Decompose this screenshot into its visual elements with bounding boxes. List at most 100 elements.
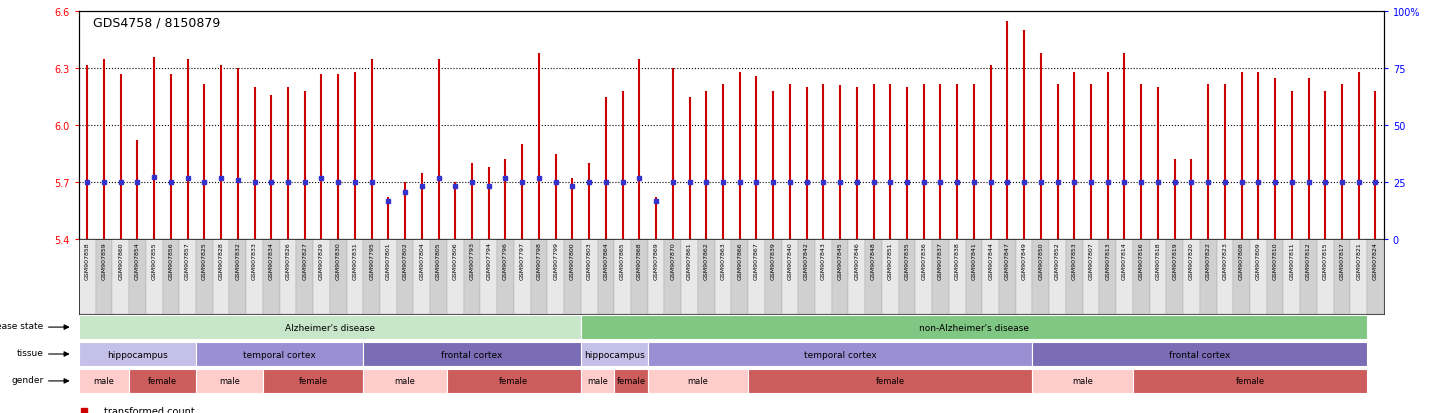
Bar xyxy=(96,240,112,314)
Text: GSM907866: GSM907866 xyxy=(737,242,743,279)
Bar xyxy=(1351,240,1367,314)
Bar xyxy=(1032,369,1133,393)
Bar xyxy=(581,369,614,393)
Text: GSM907823: GSM907823 xyxy=(1222,242,1228,280)
Bar xyxy=(1283,240,1301,314)
Bar xyxy=(1116,240,1133,314)
Text: male: male xyxy=(219,377,239,385)
Bar xyxy=(815,240,832,314)
Bar xyxy=(1032,342,1367,366)
Text: GSM907852: GSM907852 xyxy=(1055,242,1060,280)
Text: GSM907862: GSM907862 xyxy=(704,242,708,280)
Bar xyxy=(581,342,648,366)
Text: GSM907841: GSM907841 xyxy=(971,242,977,280)
Text: GSM907800: GSM907800 xyxy=(569,242,575,279)
Bar xyxy=(581,315,1367,339)
Bar xyxy=(363,369,447,393)
Bar xyxy=(648,342,1032,366)
Bar xyxy=(648,240,664,314)
Text: GSM907830: GSM907830 xyxy=(336,242,341,280)
Bar xyxy=(799,240,815,314)
Bar xyxy=(614,240,631,314)
Bar xyxy=(865,240,882,314)
Bar xyxy=(1301,240,1316,314)
Text: GSM907802: GSM907802 xyxy=(403,242,407,280)
Bar xyxy=(413,240,430,314)
Text: GSM907808: GSM907808 xyxy=(1239,242,1245,279)
Text: GSM907853: GSM907853 xyxy=(1071,242,1077,280)
Bar xyxy=(714,240,731,314)
Bar xyxy=(162,240,179,314)
Bar xyxy=(229,240,247,314)
Text: GSM907861: GSM907861 xyxy=(687,242,693,279)
Text: GSM907828: GSM907828 xyxy=(218,242,224,280)
Text: GSM907829: GSM907829 xyxy=(318,242,324,280)
Text: Alzheimer's disease: Alzheimer's disease xyxy=(285,323,374,332)
Text: gender: gender xyxy=(11,375,43,384)
Text: GSM907849: GSM907849 xyxy=(1021,242,1027,280)
Text: GSM907797: GSM907797 xyxy=(519,242,525,280)
Bar xyxy=(347,240,363,314)
Text: GSM907847: GSM907847 xyxy=(1005,242,1010,280)
Bar xyxy=(1250,240,1266,314)
Bar xyxy=(631,240,648,314)
Bar xyxy=(1133,240,1150,314)
Bar xyxy=(363,342,581,366)
Bar xyxy=(480,240,498,314)
Text: GSM907860: GSM907860 xyxy=(118,242,123,279)
Text: disease state: disease state xyxy=(0,321,43,330)
Bar xyxy=(1266,240,1283,314)
Bar xyxy=(129,240,146,314)
Bar xyxy=(965,240,982,314)
Text: temporal cortex: temporal cortex xyxy=(244,350,315,358)
Text: GSM907845: GSM907845 xyxy=(837,242,843,280)
Text: GSM907834: GSM907834 xyxy=(268,242,274,280)
Text: GSM907806: GSM907806 xyxy=(453,242,457,279)
Bar xyxy=(849,240,865,314)
Text: GDS4758 / 8150879: GDS4758 / 8150879 xyxy=(93,17,221,29)
Text: GSM907825: GSM907825 xyxy=(202,242,206,280)
Text: GSM907865: GSM907865 xyxy=(619,242,625,279)
Text: GSM907870: GSM907870 xyxy=(670,242,675,280)
Bar xyxy=(1050,240,1065,314)
Bar xyxy=(330,240,347,314)
Text: GSM907856: GSM907856 xyxy=(168,242,174,279)
Text: GSM907799: GSM907799 xyxy=(554,242,558,280)
Text: GSM907824: GSM907824 xyxy=(1372,242,1378,280)
Bar xyxy=(447,369,581,393)
Text: GSM907827: GSM907827 xyxy=(303,242,307,280)
Text: GSM907821: GSM907821 xyxy=(1357,242,1361,280)
Text: GSM907854: GSM907854 xyxy=(135,242,141,280)
Bar xyxy=(196,240,212,314)
Text: GSM907851: GSM907851 xyxy=(888,242,893,279)
Bar xyxy=(664,240,681,314)
Text: GSM907804: GSM907804 xyxy=(419,242,424,280)
Bar xyxy=(247,240,262,314)
Bar xyxy=(832,240,849,314)
Bar xyxy=(681,240,698,314)
Text: GSM907809: GSM907809 xyxy=(1256,242,1260,280)
Text: non-Alzheimer's disease: non-Alzheimer's disease xyxy=(919,323,1030,332)
Text: GSM907805: GSM907805 xyxy=(436,242,442,279)
Text: frontal cortex: frontal cortex xyxy=(442,350,503,358)
Bar xyxy=(999,240,1015,314)
Text: GSM907812: GSM907812 xyxy=(1306,242,1311,280)
Bar xyxy=(1100,240,1116,314)
Text: GSM907807: GSM907807 xyxy=(1088,242,1094,280)
Text: male: male xyxy=(1073,377,1093,385)
Bar xyxy=(363,240,380,314)
Text: transformed count: transformed count xyxy=(103,406,195,413)
Text: GSM907794: GSM907794 xyxy=(486,242,492,280)
Bar xyxy=(899,240,915,314)
Bar xyxy=(581,240,598,314)
Text: temporal cortex: temporal cortex xyxy=(803,350,876,358)
Text: female: female xyxy=(1236,377,1265,385)
Text: GSM907826: GSM907826 xyxy=(285,242,291,280)
Bar xyxy=(397,240,413,314)
Bar xyxy=(1032,240,1050,314)
Text: male: male xyxy=(394,377,416,385)
Text: GSM907857: GSM907857 xyxy=(185,242,191,280)
Bar xyxy=(280,240,297,314)
Text: GSM907831: GSM907831 xyxy=(353,242,357,280)
Text: female: female xyxy=(876,377,905,385)
